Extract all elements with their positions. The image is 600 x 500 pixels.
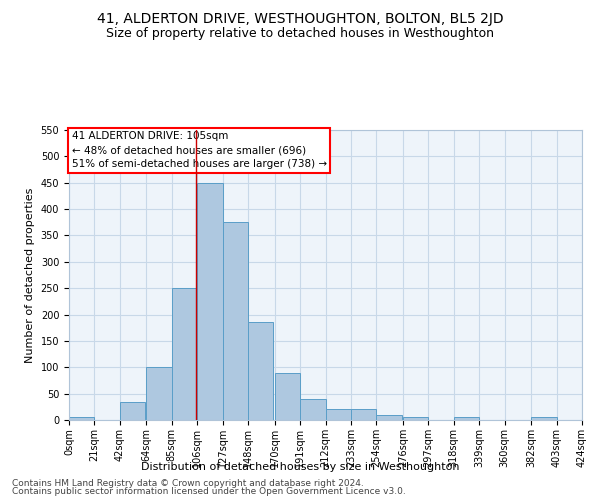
Bar <box>197 182 223 420</box>
Bar <box>351 410 376 420</box>
Bar <box>325 410 351 420</box>
Bar <box>172 288 197 420</box>
Bar <box>376 414 402 420</box>
Bar <box>146 368 172 420</box>
Bar <box>223 222 248 420</box>
Bar <box>69 418 94 420</box>
Bar <box>531 418 557 420</box>
Bar <box>248 322 274 420</box>
Text: Contains HM Land Registry data © Crown copyright and database right 2024.: Contains HM Land Registry data © Crown c… <box>12 478 364 488</box>
Bar <box>403 418 428 420</box>
Text: Contains public sector information licensed under the Open Government Licence v3: Contains public sector information licen… <box>12 487 406 496</box>
Y-axis label: Number of detached properties: Number of detached properties <box>25 188 35 362</box>
Bar <box>300 399 325 420</box>
Text: Size of property relative to detached houses in Westhoughton: Size of property relative to detached ho… <box>106 28 494 40</box>
Text: 41 ALDERTON DRIVE: 105sqm
← 48% of detached houses are smaller (696)
51% of semi: 41 ALDERTON DRIVE: 105sqm ← 48% of detac… <box>71 132 326 170</box>
Text: Distribution of detached houses by size in Westhoughton: Distribution of detached houses by size … <box>141 462 459 472</box>
Bar <box>275 372 300 420</box>
Bar <box>120 402 145 420</box>
Bar <box>454 418 479 420</box>
Text: 41, ALDERTON DRIVE, WESTHOUGHTON, BOLTON, BL5 2JD: 41, ALDERTON DRIVE, WESTHOUGHTON, BOLTON… <box>97 12 503 26</box>
